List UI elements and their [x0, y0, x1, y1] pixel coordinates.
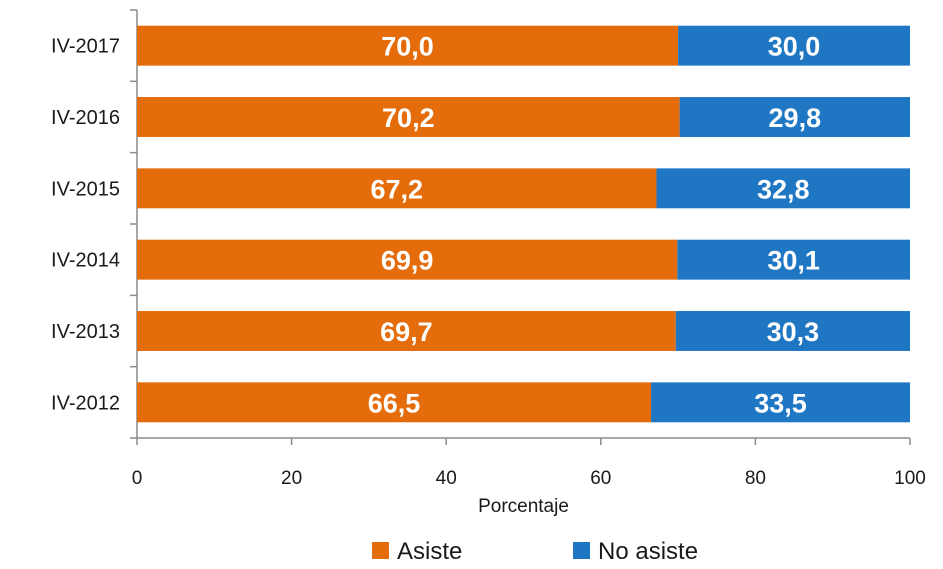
bar-asiste-iv-2013	[137, 311, 676, 351]
x-axis-title: Porcentaje	[478, 496, 569, 517]
legend-swatch	[573, 542, 590, 559]
bars: 70,0 30,0 70,2 29,8 67,2 32,8 69,9 30,1 69,7 30,3…	[137, 25, 910, 423]
data-label: 30,1	[767, 246, 820, 276]
bar-asiste-iv-2014	[137, 239, 678, 280]
bar-no-asiste-iv-2015	[656, 168, 910, 209]
legend-label: No asiste	[598, 538, 698, 565]
category-label: IV-2014	[51, 250, 120, 272]
bar-asiste-iv-2017	[137, 25, 679, 66]
legend-label: Asiste	[397, 538, 462, 565]
category-label: IV-2017	[51, 36, 120, 58]
bar-asiste-iv-2012	[137, 382, 652, 423]
data-label: 32,8	[757, 174, 810, 204]
legend-swatch	[372, 542, 389, 559]
bar-no-asiste-iv-2013	[675, 311, 910, 351]
bar-no-asiste-iv-2014	[677, 239, 910, 280]
bar-asiste-iv-2015	[137, 168, 657, 209]
category-labels: IV-2017 IV-2016 IV-2015 IV-2014 IV-2013 IV-20…	[51, 36, 120, 415]
data-label: 67,2	[370, 174, 423, 204]
data-label: 69,9	[381, 246, 434, 276]
x-tick-label: 80	[745, 468, 766, 489]
x-tick-label: 0	[132, 468, 143, 489]
data-label: 29,8	[769, 103, 822, 133]
category-label: IV-2013	[51, 321, 120, 343]
data-label: 33,5	[754, 388, 807, 418]
bar-asiste-iv-2016	[137, 97, 680, 137]
axes	[130, 9, 910, 439]
x-tick-label: 20	[281, 468, 302, 489]
category-label: IV-2016	[51, 107, 120, 129]
data-label: 69,7	[380, 317, 433, 347]
category-label: IV-2015	[51, 178, 120, 200]
bar-no-asiste-iv-2016	[679, 97, 910, 137]
data-label: 70,0	[381, 32, 434, 62]
bar-no-asiste-iv-2017	[678, 25, 910, 66]
x-tick-label: 60	[590, 468, 611, 489]
category-label: IV-2012	[51, 392, 120, 414]
x-tick-label: 40	[436, 468, 457, 489]
data-label: 70,2	[382, 103, 435, 133]
data-label: 66,5	[368, 388, 421, 418]
data-label: 30,3	[767, 317, 820, 347]
x-tick-label: 100	[894, 468, 926, 489]
bar-no-asiste-iv-2012	[651, 382, 910, 423]
data-label: 30,0	[768, 32, 821, 62]
x-ticks: 0 20 40 60 80 100	[132, 438, 926, 489]
legend: Asiste No asiste	[372, 538, 698, 565]
